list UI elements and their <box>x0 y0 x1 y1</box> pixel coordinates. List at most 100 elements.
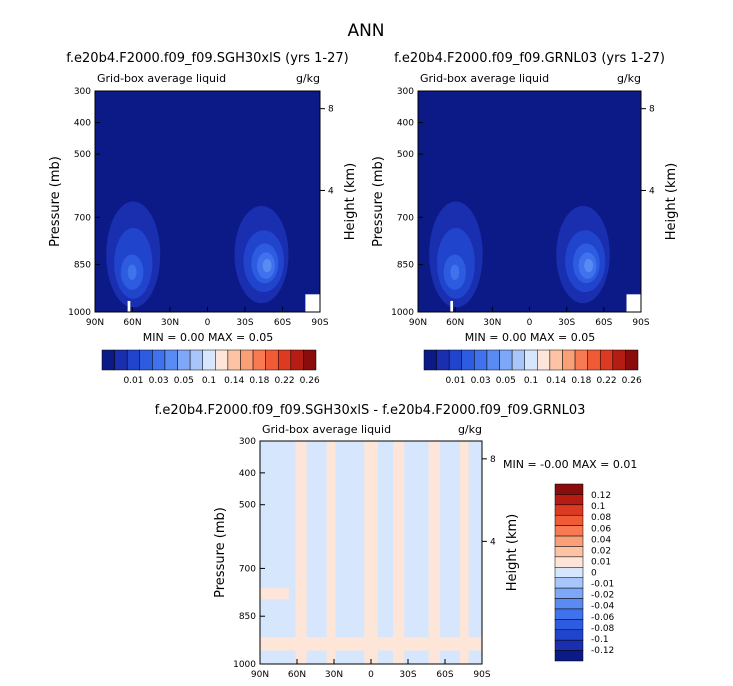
colorbar-label: 0.22 <box>597 376 617 386</box>
y-axis-label: Pressure (mb) <box>371 156 386 247</box>
x-tick-label: 90S <box>632 318 649 328</box>
contour-region <box>459 441 469 664</box>
x-tick-label: 30N <box>483 318 501 328</box>
colorbar-swatch <box>265 349 279 371</box>
colorbar-swatch <box>215 349 229 371</box>
contour-region <box>393 441 405 664</box>
colorbar-label: 0 <box>591 569 597 579</box>
contour-region <box>260 588 289 600</box>
y-tick-label: 700 <box>397 213 414 223</box>
colorbar-swatch <box>511 349 525 371</box>
colorbar-label: 0.04 <box>591 535 611 545</box>
x-tick-label: 30S <box>399 670 416 680</box>
missing-data-region <box>450 300 454 312</box>
y-tick-label: 500 <box>397 150 414 160</box>
colorbar-label: 0.1 <box>202 376 216 386</box>
colorbar-label: 0.22 <box>275 376 295 386</box>
colorbar-swatch <box>114 349 128 371</box>
chart-panel-2: f.e20b4.F2000.f09_f09.GRNL03 (yrs 1-27) G… <box>371 51 679 386</box>
colorbar-label: 0.1 <box>591 502 605 512</box>
y-tick-label: 400 <box>397 119 414 129</box>
contour-region <box>260 637 482 651</box>
min-max-stats: MIN = 0.00 MAX = 0.05 <box>465 331 595 344</box>
x-tick-label: 60S <box>436 670 453 680</box>
colorbar-swatch <box>554 587 584 599</box>
x-tick-label: 90N <box>251 670 269 680</box>
colorbar-swatch <box>554 619 584 631</box>
y2-tick-label: 8 <box>649 105 655 115</box>
colorbar-label: 0.06 <box>591 524 611 534</box>
missing-data-region <box>127 300 131 312</box>
x-tick-label: 90N <box>86 318 104 328</box>
colorbar-swatch <box>554 598 584 610</box>
y-tick-label: 300 <box>397 87 414 97</box>
min-max-stats: MIN = -0.00 MAX = 0.01 <box>503 458 637 471</box>
x-tick-label: 30N <box>325 670 343 680</box>
colorbar-label: 0.14 <box>546 376 566 386</box>
colorbar-label: 0.1 <box>524 376 538 386</box>
colorbar-label: -0.04 <box>591 602 615 612</box>
x-tick-label: 90S <box>311 318 328 328</box>
colorbar-swatch <box>448 349 463 371</box>
y-tick-label: 300 <box>74 87 91 97</box>
contour-region <box>127 264 137 280</box>
contour-region <box>364 441 378 664</box>
page-title: ANN <box>347 21 384 41</box>
x-tick-label: 30N <box>161 318 179 328</box>
colorbar-label: -0.12 <box>591 646 614 656</box>
colorbar-swatch <box>599 349 614 371</box>
y-tick-label: 1000 <box>391 308 414 318</box>
colorbar-label: 0.01 <box>445 376 465 386</box>
colorbar-label: 0.02 <box>591 546 611 556</box>
colorbar-label: 0.03 <box>149 376 169 386</box>
colorbar-swatch <box>524 349 538 371</box>
colorbar-label: 0.26 <box>622 376 642 386</box>
colorbar-label: -0.08 <box>591 624 615 634</box>
colorbar-swatch <box>554 514 584 526</box>
x-tick-label: 60N <box>288 670 306 680</box>
y-tick-label: 1000 <box>233 660 256 670</box>
y-axis-label: Pressure (mb) <box>48 156 63 247</box>
colorbar-label: -0.01 <box>591 580 614 590</box>
colorbar-swatch <box>554 483 584 495</box>
colorbar-swatch <box>612 349 626 371</box>
colorbar-swatch <box>486 349 500 371</box>
colorbar-swatch <box>240 349 254 371</box>
colorbar-swatch <box>499 349 513 371</box>
colorbar-swatch <box>303 349 317 371</box>
x-tick-label: 30S <box>236 318 253 328</box>
colorbar-swatch <box>554 608 584 620</box>
x-tick-label: 60S <box>274 318 291 328</box>
colorbar-swatch <box>152 349 166 371</box>
chart-title: f.e20b4.F2000.f09_f09.GRNL03 (yrs 1-27) <box>394 51 665 66</box>
y-tick-label: 500 <box>239 501 256 511</box>
y-tick-label: 300 <box>239 437 256 447</box>
x-tick-label: 60N <box>446 318 464 328</box>
colorbar-swatch <box>549 349 563 371</box>
y2-axis-label: Height (km) <box>664 163 679 240</box>
colorbar-swatch <box>461 349 475 371</box>
colorbar-swatch <box>554 650 584 662</box>
colorbar-label: -0.06 <box>591 613 615 623</box>
colorbar-swatch <box>537 349 551 371</box>
colorbar-swatch <box>554 639 584 651</box>
y2-tick-label: 8 <box>490 455 496 465</box>
colorbar-swatch <box>139 349 153 371</box>
contour-region <box>326 441 336 664</box>
colorbar-label: 0.12 <box>591 491 611 501</box>
colorbar-swatch <box>189 349 203 371</box>
colorbar-swatch <box>101 349 115 371</box>
colorbar-swatch <box>164 349 178 371</box>
colorbar-label: 0.01 <box>123 376 143 386</box>
y-tick-label: 400 <box>74 119 91 129</box>
colorbar-swatch <box>290 349 304 371</box>
colorbar-swatch <box>436 349 450 371</box>
colorbar-swatch <box>554 629 584 641</box>
colorbar-label: -0.1 <box>591 635 609 645</box>
chart-subtitle-right: g/kg <box>617 72 641 85</box>
colorbar-swatch <box>177 349 191 371</box>
y2-axis-label: Height (km) <box>505 514 520 591</box>
y-tick-label: 850 <box>74 261 91 271</box>
colorbar-label: 0.01 <box>591 557 611 567</box>
